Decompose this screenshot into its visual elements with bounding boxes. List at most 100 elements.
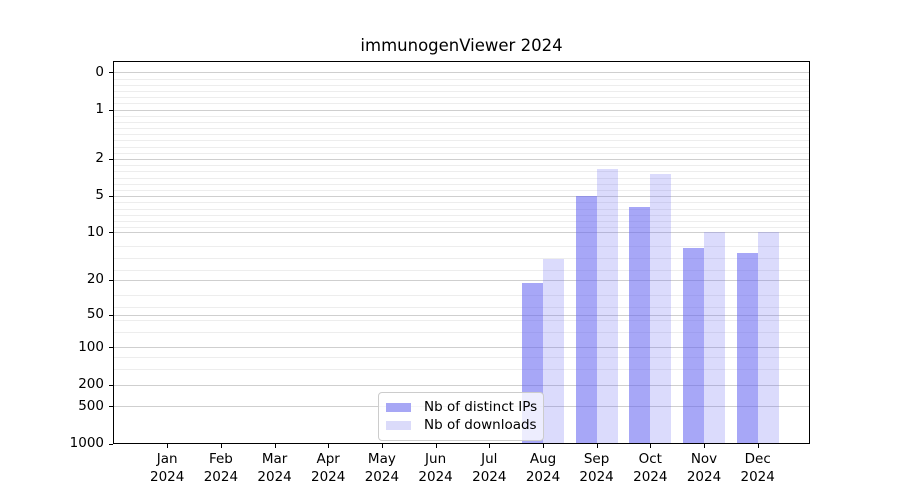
bar-downloads [704, 232, 725, 444]
x-tick-mark [435, 444, 437, 448]
minor-gridline [114, 220, 809, 222]
minor-gridline [114, 115, 809, 117]
minor-gridline [114, 295, 809, 297]
minor-gridline [114, 332, 809, 334]
minor-gridline [114, 214, 809, 216]
x-tick-mark [543, 444, 544, 448]
major-gridline [114, 72, 809, 74]
x-tick-label: Jul 2024 [472, 451, 507, 485]
minor-gridline [114, 227, 809, 228]
y-tick-label: 10 [86, 223, 104, 240]
bar-downloads [757, 232, 779, 444]
legend-label-downloads: Nb of downloads [424, 417, 537, 433]
x-tick-label: Jun 2024 [418, 451, 453, 485]
major-gridline [114, 279, 809, 281]
major-gridline [114, 158, 809, 160]
y-tick-label: 50 [86, 306, 104, 323]
minor-gridline [114, 134, 809, 136]
bar-distinct-ips [575, 195, 597, 444]
y-tick-label: 2 [95, 150, 104, 167]
y-tick-label: 200 [78, 376, 104, 392]
x-tick-mark [167, 444, 169, 448]
minor-gridline [114, 189, 809, 191]
legend-item-downloads: Nb of downloads [386, 416, 537, 434]
minor-gridline [114, 128, 809, 130]
minor-gridline [114, 78, 809, 80]
x-tick-mark [328, 444, 330, 448]
y-tick-label: 500 [78, 397, 104, 414]
minor-gridline [114, 257, 809, 259]
x-tick-mark [704, 444, 705, 448]
minor-gridline [114, 369, 809, 371]
minor-gridline [114, 84, 809, 86]
y-tick-mark [109, 72, 113, 74]
minor-gridline [114, 183, 809, 185]
x-tick-label: Dec 2024 [740, 451, 775, 485]
y-tick-label: 20 [86, 271, 104, 288]
legend-item-distinct-ips: Nb of distinct IPs [386, 398, 538, 416]
x-tick-mark [220, 444, 222, 448]
minor-gridline [114, 319, 809, 321]
bar-downloads [543, 259, 564, 444]
minor-gridline [114, 245, 809, 247]
x-tick-label: Nov 2024 [686, 451, 722, 485]
minor-gridline [114, 121, 809, 123]
x-tick-mark [650, 444, 652, 448]
major-gridline [114, 109, 809, 111]
y-tick-mark [109, 158, 113, 160]
x-tick-label: Jan 2024 [150, 451, 185, 485]
x-tick-label: Sep 2024 [579, 451, 614, 485]
minor-gridline [114, 270, 809, 272]
y-tick-mark [109, 279, 113, 281]
bar-downloads [596, 168, 618, 444]
x-tick-label: Oct 2024 [633, 451, 668, 485]
minor-gridline [114, 152, 809, 154]
minor-gridline [114, 307, 809, 309]
y-tick-mark [109, 109, 113, 111]
major-gridline [114, 232, 809, 234]
y-tick-label: 1000 [69, 435, 104, 451]
x-tick-label: Mar 2024 [257, 451, 292, 485]
bar-distinct-ips [629, 207, 651, 444]
y-tick-mark [109, 406, 113, 408]
x-tick-mark [596, 444, 598, 448]
x-tick-mark [381, 444, 383, 448]
y-tick-label: 5 [95, 187, 104, 204]
y-tick-mark [109, 232, 113, 234]
legend-label-distinct-ips: Nb of distinct IPs [424, 399, 538, 415]
x-tick-mark [274, 444, 276, 448]
y-tick-mark [109, 195, 113, 197]
x-tick-label: Aug 2024 [525, 451, 561, 485]
y-tick-mark [109, 314, 113, 316]
x-tick-label: Apr 2024 [311, 451, 346, 485]
minor-gridline [114, 202, 809, 204]
y-tick-label: 0 [95, 63, 104, 80]
legend-swatch-downloads [386, 420, 411, 430]
major-gridline [114, 347, 809, 349]
minor-gridline [114, 140, 809, 142]
y-tick-mark [109, 443, 113, 445]
major-gridline [114, 314, 809, 316]
major-gridline [114, 195, 809, 197]
minor-gridline [114, 146, 809, 148]
minor-gridline [114, 171, 809, 173]
y-tick-label: 100 [78, 338, 104, 355]
y-tick-mark [109, 347, 113, 349]
x-tick-mark [757, 444, 759, 448]
x-tick-label: May 2024 [364, 451, 400, 485]
major-gridline [114, 384, 809, 386]
x-tick-label: Feb 2024 [203, 451, 239, 485]
y-tick-label: 1 [95, 101, 104, 117]
minor-gridline [114, 356, 809, 358]
minor-gridline [114, 208, 809, 210]
minor-gridline [114, 165, 809, 167]
bar-downloads [650, 174, 672, 444]
y-tick-mark [109, 384, 113, 386]
minor-gridline [114, 103, 809, 105]
x-tick-mark [489, 444, 491, 448]
bar-distinct-ips [683, 248, 704, 444]
minor-gridline [114, 91, 809, 92]
bar-distinct-ips [736, 252, 758, 444]
legend-swatch-distinct-ips [386, 402, 411, 412]
